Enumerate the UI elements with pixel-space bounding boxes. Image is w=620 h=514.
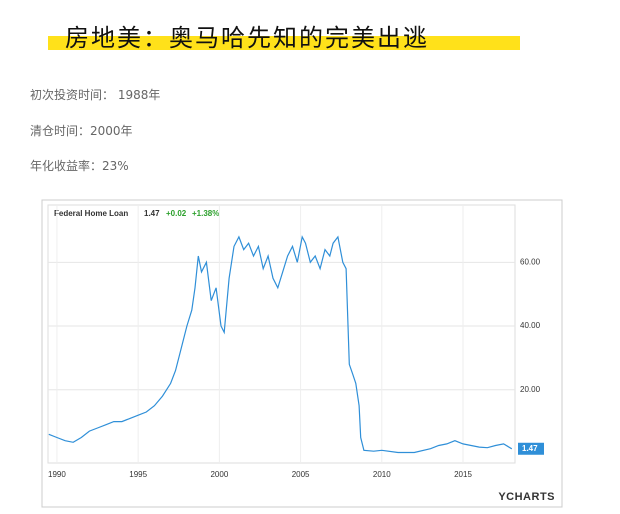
x-tick-label: 2010	[373, 470, 391, 479]
x-tick-label: 2005	[292, 470, 310, 479]
y-tick-label: 60.00	[520, 257, 541, 266]
title-highlight	[48, 36, 520, 50]
brand: YCHARTS	[498, 491, 555, 503]
last-value-label: 1.47	[522, 444, 538, 453]
x-tick-label: 1990	[48, 470, 66, 479]
legend-name: Federal Home Loan	[54, 209, 128, 218]
plot-area	[47, 204, 516, 464]
info-line: 初次投资时间： 1988年	[30, 88, 161, 102]
legend-change: +0.02	[166, 209, 187, 218]
chart-frame	[41, 199, 563, 508]
page-title: 房地美：奥马哈先知的完美出逃	[65, 24, 429, 52]
legend-change-pct: +1.38%	[192, 209, 219, 218]
y-tick-label: 40.00	[520, 321, 541, 330]
x-tick-label: 1995	[129, 470, 147, 479]
title-block: 房地美：奥马哈先知的完美出逃	[48, 14, 520, 54]
x-tick-label: 2015	[454, 470, 472, 479]
info-line: 年化收益率：23%	[30, 159, 129, 173]
x-tick-label: 2000	[210, 470, 228, 479]
y-tick-label: 20.00	[520, 385, 541, 394]
series-line	[48, 235, 513, 454]
info-line: 清仓时间：2000年	[30, 124, 133, 138]
last-value-badge	[518, 442, 544, 455]
legend-price: 1.47	[144, 209, 160, 218]
